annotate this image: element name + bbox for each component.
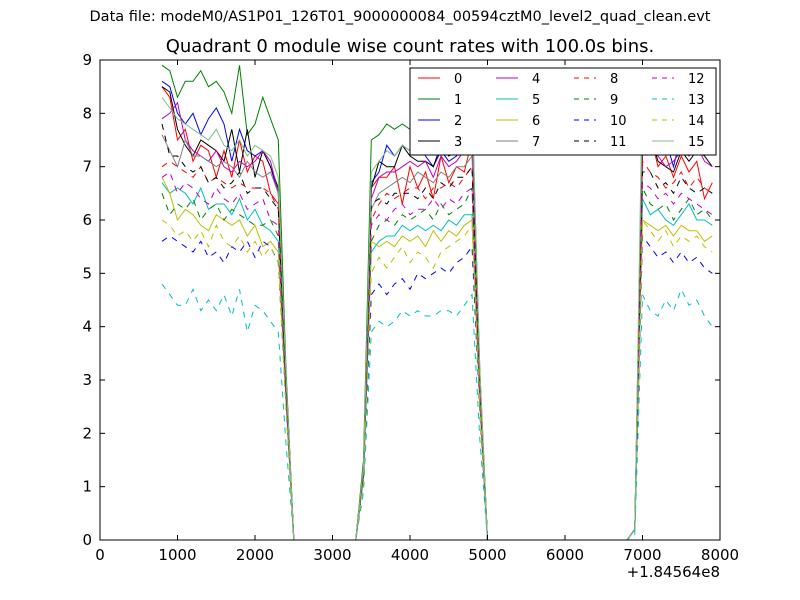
series-line-14 [161, 218, 713, 540]
legend-label-0: 0 [454, 72, 462, 87]
legend-label-10: 10 [610, 114, 627, 129]
legend-label-15: 15 [688, 135, 705, 150]
y-tick-label: 7 [82, 158, 92, 176]
y-tick-label: 4 [82, 318, 92, 336]
legend-label-1: 1 [454, 93, 462, 108]
x-tick-label: 2000 [236, 546, 274, 564]
legend-label-5: 5 [532, 93, 540, 108]
legend-label-11: 11 [610, 135, 627, 150]
series-line-7 [161, 117, 713, 540]
legend-label-2: 2 [454, 114, 462, 129]
series-line-2 [161, 80, 713, 540]
chart-title: Quadrant 0 module wise count rates with … [165, 36, 655, 57]
legend-label-4: 4 [532, 72, 540, 87]
series-line-12 [161, 171, 713, 540]
legend-label-14: 14 [688, 114, 705, 129]
y-tick-label: 2 [82, 424, 92, 442]
x-tick-label: 8000 [701, 546, 739, 564]
series-line-11 [161, 123, 713, 540]
legend-label-12: 12 [688, 72, 705, 87]
legend-label-3: 3 [454, 135, 462, 150]
y-tick-label: 9 [82, 51, 92, 69]
series-line-9 [161, 187, 713, 540]
y-tick-label: 5 [82, 264, 92, 282]
y-tick-label: 1 [82, 478, 92, 496]
x-axis-offset-label: +1.84564e8 [626, 563, 720, 581]
series-line-6 [161, 177, 713, 540]
legend-label-7: 7 [532, 135, 540, 150]
x-tick-label: 6000 [546, 546, 584, 564]
y-tick-label: 3 [82, 371, 92, 389]
x-tick-label: 3000 [313, 546, 351, 564]
y-tick-label: 6 [82, 211, 92, 229]
series-line-3 [161, 86, 713, 540]
legend-label-8: 8 [610, 72, 618, 87]
series-line-8 [161, 159, 713, 540]
legend-label-13: 13 [688, 93, 705, 108]
y-tick-label: 0 [82, 531, 92, 549]
y-tick-label: 8 [82, 104, 92, 122]
series-line-4 [161, 101, 713, 540]
series-line-5 [161, 182, 713, 540]
x-tick-label: 5000 [468, 546, 506, 564]
x-tick-label: 0 [95, 546, 105, 564]
x-tick-label: 7000 [623, 546, 661, 564]
x-tick-label: 4000 [391, 546, 429, 564]
series-line-10 [161, 234, 713, 540]
series-line-13 [161, 283, 713, 540]
figure-suptitle: Data file: modeM0/AS1P01_126T01_90000000… [89, 9, 711, 25]
x-tick-label: 1000 [158, 546, 196, 564]
legend-label-6: 6 [532, 114, 540, 129]
legend-label-9: 9 [610, 93, 618, 108]
